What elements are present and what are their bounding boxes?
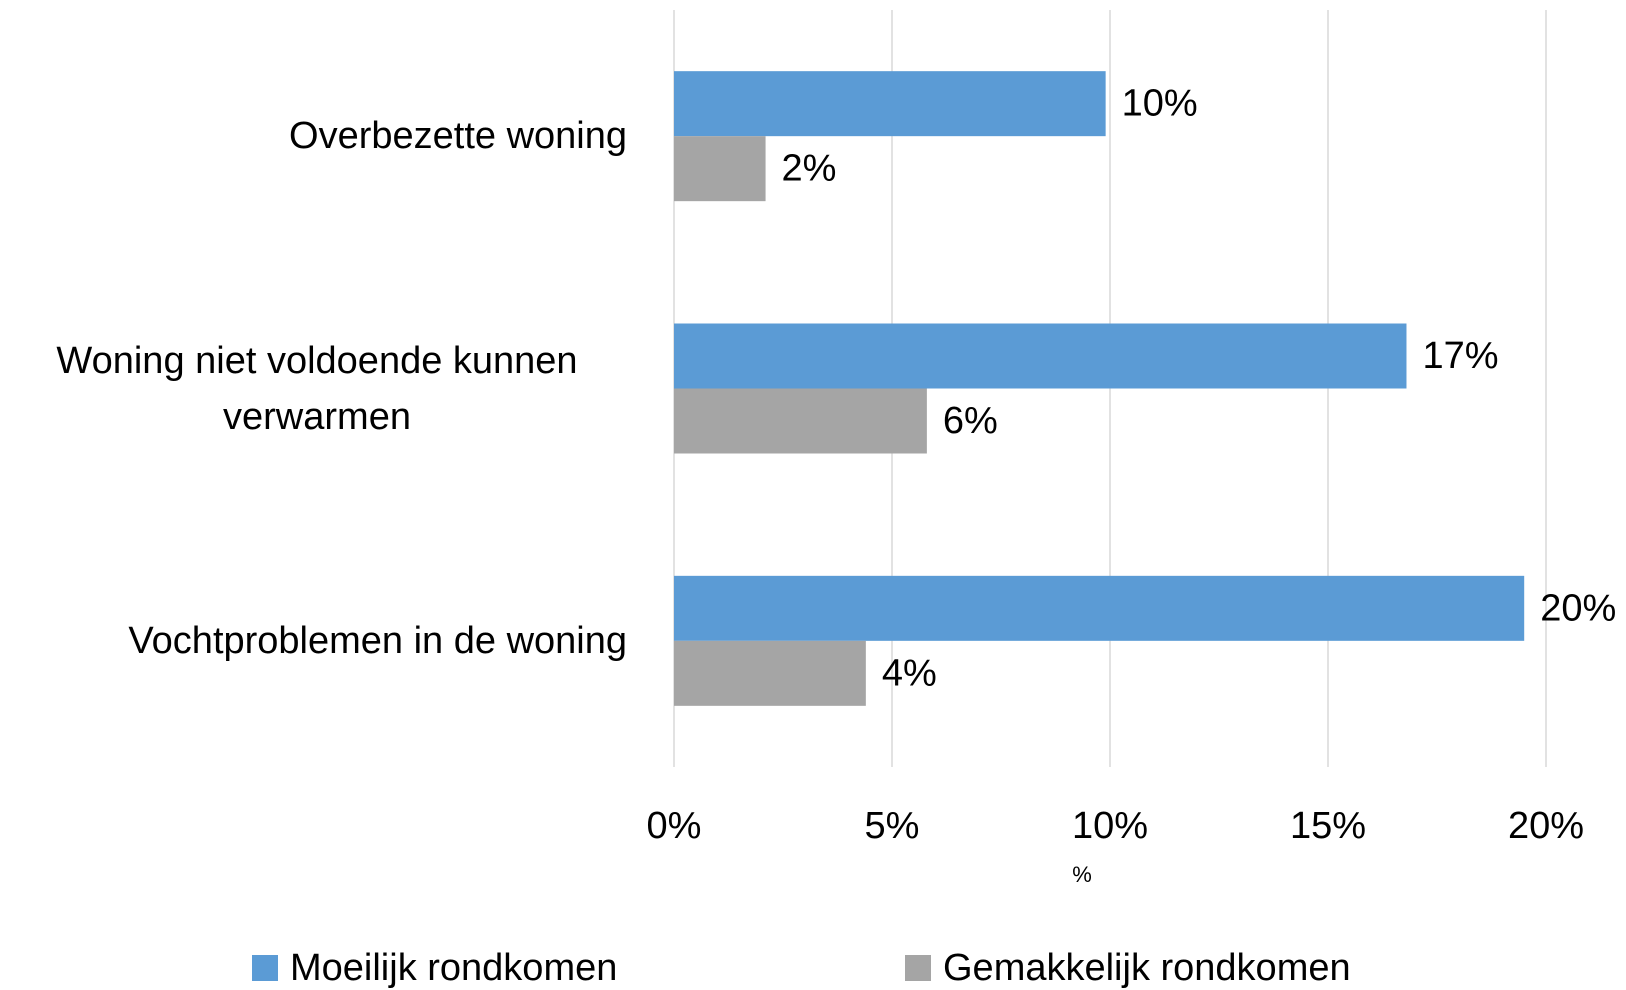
x-tick-label: 10% [1072,805,1148,847]
legend-label: Gemakkelijk rondkomen [943,947,1351,989]
category-label: Woning niet voldoende kunnen verwarmen [56,339,578,438]
x-tick-label: 20% [1508,805,1584,847]
category-label: Overbezette woning [289,115,627,158]
data-label: 2% [782,148,837,190]
legend-label: Moeilijk rondkomen [290,947,617,989]
bar [674,71,1106,137]
bar [674,136,766,202]
bar [674,640,866,706]
category-label: Vochtproblemen in de woning [128,619,627,662]
x-tick-label: 15% [1290,805,1366,847]
data-label: 20% [1540,587,1616,629]
bar [674,323,1407,389]
data-label: 4% [882,652,937,694]
x-axis-label: % [1072,862,1092,887]
data-label: 10% [1122,83,1198,125]
legend-swatch [252,955,278,981]
bar [674,388,927,454]
data-label: 17% [1422,335,1498,377]
x-tick-label: 0% [647,805,702,847]
bar [674,575,1525,641]
data-label: 6% [943,400,998,442]
legend-swatch [905,955,931,981]
x-tick-label: 5% [865,805,920,847]
